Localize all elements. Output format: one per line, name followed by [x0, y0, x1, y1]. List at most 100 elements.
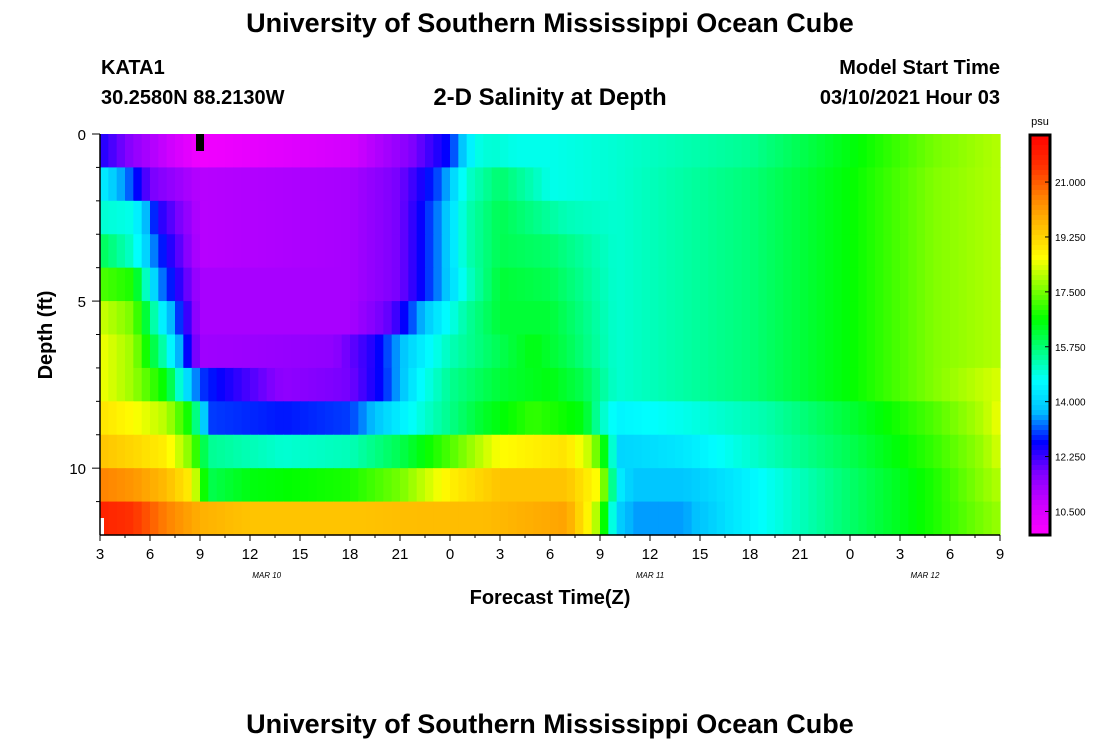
- heatmap-cell: [633, 401, 643, 436]
- heatmap-cell: [141, 134, 151, 169]
- heatmap-cell: [400, 167, 409, 202]
- heatmap-cell: [191, 367, 201, 402]
- heatmap-cell: [700, 501, 709, 536]
- heatmap-cell: [966, 200, 976, 235]
- heatmap-cell: [691, 267, 701, 302]
- heatmap-cell: [683, 468, 693, 503]
- heatmap-cell: [666, 301, 676, 336]
- heatmap-cell: [433, 234, 443, 269]
- heatmap-cell: [133, 301, 143, 336]
- heatmap-cell: [116, 167, 126, 202]
- heatmap-cell: [325, 267, 334, 302]
- heatmap-cell: [325, 134, 334, 169]
- heatmap-cell: [483, 367, 493, 402]
- heatmap-cell: [866, 301, 876, 336]
- heatmap-cell: [833, 367, 843, 402]
- heatmap-cell: [241, 367, 251, 402]
- heatmap-cell: [583, 434, 593, 469]
- heatmap-cell: [383, 367, 393, 402]
- heatmap-cell: [733, 200, 743, 235]
- heatmap-cell: [891, 401, 901, 436]
- heatmap-cell: [350, 134, 359, 169]
- heatmap-cell: [316, 134, 326, 169]
- colorbar-segment: [1030, 405, 1050, 411]
- colorbar-label: 14.000: [1055, 398, 1086, 409]
- heatmap-cell: [166, 267, 176, 302]
- heatmap-cell: [941, 267, 951, 302]
- heatmap-cell: [183, 200, 193, 235]
- heatmap-grid: [100, 134, 1001, 536]
- heatmap-cell: [833, 200, 843, 235]
- colorbar-segment: [1030, 190, 1050, 196]
- heatmap-cell: [541, 301, 551, 336]
- heatmap-cell: [641, 167, 651, 202]
- heatmap-cell: [850, 234, 859, 269]
- heatmap-cell: [941, 234, 951, 269]
- heatmap-cell: [375, 167, 384, 202]
- heatmap-cell: [500, 301, 509, 336]
- heatmap-cell: [808, 134, 818, 169]
- heatmap-cell: [558, 334, 568, 369]
- heatmap-cell: [516, 301, 526, 336]
- colorbar-segment: [1030, 510, 1050, 516]
- heatmap-cell: [725, 401, 734, 436]
- heatmap-cell: [266, 334, 276, 369]
- heatmap-cell: [916, 301, 926, 336]
- heatmap-cell: [916, 401, 926, 436]
- heatmap-cell: [683, 234, 693, 269]
- heatmap-cell: [716, 401, 726, 436]
- colorbar-segment: [1030, 500, 1050, 506]
- heatmap-cell: [725, 367, 734, 402]
- heatmap-cell: [641, 468, 651, 503]
- heatmap-cell: [608, 167, 618, 202]
- heatmap-cell: [691, 401, 701, 436]
- heatmap-cell: [133, 367, 143, 402]
- x-tick-label: 3: [496, 546, 504, 563]
- heatmap-cell: [441, 200, 451, 235]
- heatmap-cell: [958, 267, 968, 302]
- heatmap-cell: [533, 367, 543, 402]
- heatmap-cell: [125, 167, 134, 202]
- x-tick-label: 15: [692, 546, 709, 563]
- heatmap-cell: [883, 267, 893, 302]
- heatmap-cell: [925, 167, 934, 202]
- heatmap-cell: [533, 267, 543, 302]
- heatmap-cell: [283, 200, 293, 235]
- heatmap-cell: [275, 468, 284, 503]
- heatmap-cell: [158, 167, 168, 202]
- heatmap-cell: [283, 434, 293, 469]
- heatmap-cell: [741, 468, 751, 503]
- heatmap-cell: [841, 200, 851, 235]
- heatmap-cell: [825, 200, 834, 235]
- heatmap-cell: [633, 367, 643, 402]
- colorbar-segment: [1030, 220, 1050, 226]
- heatmap-cell: [708, 134, 718, 169]
- heatmap-cell: [383, 200, 393, 235]
- heatmap-cell: [775, 267, 784, 302]
- heatmap-cell: [200, 301, 209, 336]
- heatmap-cell: [516, 434, 526, 469]
- heatmap-cell: [466, 200, 476, 235]
- heatmap-cell: [466, 401, 476, 436]
- heatmap-cell: [675, 200, 684, 235]
- heatmap-cell: [133, 200, 143, 235]
- heatmap-cell: [141, 234, 151, 269]
- heatmap-cell: [150, 301, 159, 336]
- heatmap-cell: [341, 468, 351, 503]
- heatmap-cell: [116, 267, 126, 302]
- heatmap-cell: [316, 434, 326, 469]
- heatmap-cell: [166, 301, 176, 336]
- heatmap-cell: [658, 267, 668, 302]
- heatmap-cell: [958, 334, 968, 369]
- heatmap-cell: [541, 501, 551, 536]
- heatmap-cell: [233, 468, 243, 503]
- heatmap-cell: [883, 134, 893, 169]
- heatmap-cell: [600, 367, 609, 402]
- heatmap-cell: [858, 234, 868, 269]
- heatmap-cell: [458, 234, 468, 269]
- heatmap-cell: [666, 468, 676, 503]
- heatmap-cell: [200, 134, 209, 169]
- heatmap-cell: [400, 434, 409, 469]
- heatmap-cell: [666, 501, 676, 536]
- heatmap-cell: [525, 234, 534, 269]
